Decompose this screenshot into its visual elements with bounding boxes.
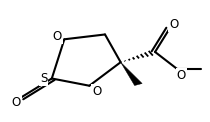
Text: O: O: [52, 30, 62, 43]
Polygon shape: [121, 62, 142, 86]
Text: O: O: [169, 18, 178, 31]
Text: O: O: [12, 96, 21, 109]
Text: O: O: [177, 69, 186, 82]
Text: S: S: [40, 72, 47, 85]
Text: O: O: [92, 85, 101, 98]
